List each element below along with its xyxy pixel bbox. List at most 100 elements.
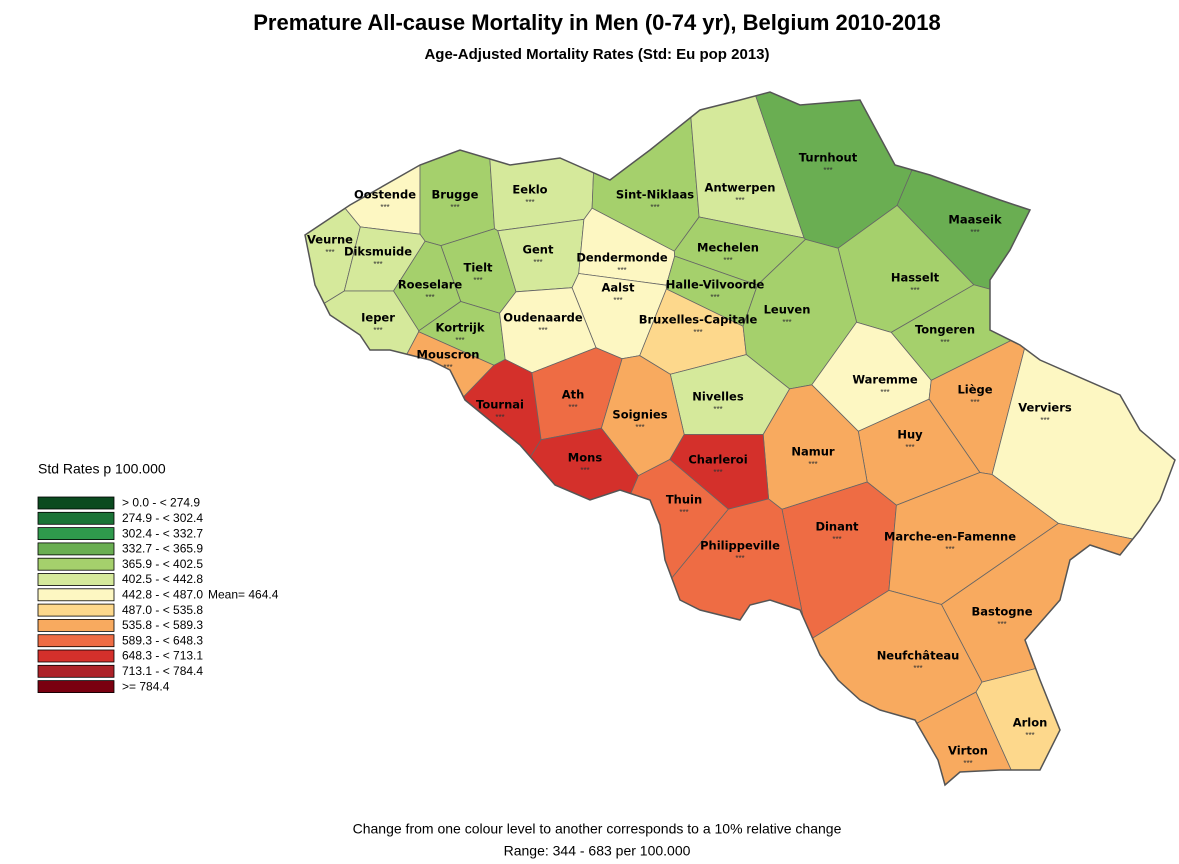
region-marker: *** xyxy=(963,759,972,768)
region-label: Veurne xyxy=(307,233,353,247)
legend-swatch xyxy=(37,542,115,556)
legend-swatch xyxy=(37,511,115,525)
region-label: Soignies xyxy=(612,408,667,422)
region-label: Philippeville xyxy=(700,539,780,553)
region-label: Waremme xyxy=(852,373,917,387)
region-marker: *** xyxy=(808,460,817,469)
region-label: Mechelen xyxy=(697,241,759,255)
region-marker: *** xyxy=(325,248,334,257)
region-label: Dendermonde xyxy=(576,251,668,265)
region-label: Marche-en-Famenne xyxy=(884,530,1016,544)
region-marker: *** xyxy=(450,203,459,212)
region-marker: *** xyxy=(970,398,979,407)
region-marker: *** xyxy=(710,293,719,302)
legend-label: 332.7 - < 365.9 xyxy=(122,542,203,556)
region-label: Maaseik xyxy=(948,213,1002,227)
legend-swatch xyxy=(37,573,115,586)
region-marker: *** xyxy=(713,468,722,477)
region-label: Huy xyxy=(897,428,923,442)
region-marker: *** xyxy=(970,228,979,237)
region-label: Hasselt xyxy=(891,271,940,285)
legend-swatch xyxy=(37,649,115,663)
region-marker: *** xyxy=(940,338,949,347)
region-marker: *** xyxy=(713,405,722,414)
region-marker: *** xyxy=(455,336,464,345)
region-label: Ieper xyxy=(361,311,395,325)
legend-title: Std Rates p 100.000 xyxy=(38,461,166,477)
region-marker: *** xyxy=(832,535,841,544)
legend-swatch xyxy=(37,680,115,693)
legend-mean: Mean= 464.4 xyxy=(208,587,279,601)
legend-label: 535.8 - < 589.3 xyxy=(122,618,203,632)
region-marker: *** xyxy=(533,258,542,267)
region-label: Bastogne xyxy=(972,605,1033,619)
region-marker: *** xyxy=(945,545,954,554)
legend-swatch xyxy=(37,619,115,632)
region-marker: *** xyxy=(1040,416,1049,425)
region-label: Mons xyxy=(568,451,603,465)
region-marker: *** xyxy=(880,388,889,397)
region-label: Ath xyxy=(562,388,585,402)
region-label: Charleroi xyxy=(688,453,747,467)
legend-swatch xyxy=(37,603,115,617)
region-marker: *** xyxy=(650,203,659,212)
legend-label: 442.8 - < 487.0 xyxy=(122,587,203,601)
region-label: Neufchâteau xyxy=(877,649,960,663)
region-marker: *** xyxy=(473,276,482,285)
region-marker: *** xyxy=(905,443,914,452)
legend-label: 589.3 - < 648.3 xyxy=(122,633,203,647)
region-marker: *** xyxy=(380,203,389,212)
legend-swatch xyxy=(37,527,115,540)
region-label: Verviers xyxy=(1018,401,1072,415)
region-label: Leuven xyxy=(764,303,811,317)
region-marker: *** xyxy=(580,466,589,475)
legend-label: 402.5 - < 442.8 xyxy=(122,572,203,586)
region-label: Roeselare xyxy=(398,278,463,292)
region-marker: *** xyxy=(525,198,534,207)
region-marker: *** xyxy=(373,326,382,335)
legend-label: 648.3 - < 713.1 xyxy=(122,649,203,663)
region-label: Oostende xyxy=(354,188,416,202)
region-marker: *** xyxy=(425,293,434,302)
region-label: Bruxelles-Capitale xyxy=(639,313,758,327)
footnote-range: Range: 344 - 683 per 100.000 xyxy=(504,843,691,859)
footnote: Change from one colour level to another … xyxy=(353,821,842,837)
region-label: Antwerpen xyxy=(705,181,776,195)
region-label: Diksmuide xyxy=(344,245,412,259)
region-marker: *** xyxy=(723,256,732,265)
legend-label: 713.1 - < 784.4 xyxy=(122,664,203,678)
region-marker: *** xyxy=(373,260,382,269)
region-marker: *** xyxy=(910,286,919,295)
legend-swatch xyxy=(37,496,115,510)
region-label: Arlon xyxy=(1013,716,1048,730)
region-marker: *** xyxy=(635,423,644,432)
region-label: Tongeren xyxy=(915,323,975,337)
legend-label: > 0.0 - < 274.9 xyxy=(122,496,200,510)
legend-label: >= 784.4 xyxy=(122,679,170,693)
region-labels: Oostende***Brugge***Eeklo***Sint-Niklaas… xyxy=(307,151,1072,769)
region-marker: *** xyxy=(823,166,832,175)
region-label: Dinant xyxy=(815,520,859,534)
region-marker: *** xyxy=(913,664,922,673)
region-marker: *** xyxy=(495,413,504,422)
region-label: Virton xyxy=(948,744,988,758)
region-marker: *** xyxy=(613,296,622,305)
legend-label: 487.0 - < 535.8 xyxy=(122,603,203,617)
region-label: Namur xyxy=(791,445,835,459)
country-outline xyxy=(304,91,1176,787)
region-marker: *** xyxy=(568,403,577,412)
region-label: Turnhout xyxy=(799,151,858,165)
region-marker: *** xyxy=(735,196,744,205)
legend-swatch xyxy=(37,664,115,678)
legend-swatch xyxy=(37,557,115,571)
region-marker: *** xyxy=(617,266,626,275)
region-marker: *** xyxy=(538,326,547,335)
region-marker: *** xyxy=(693,328,702,337)
legend-label: 274.9 - < 302.4 xyxy=(122,511,203,525)
region-label: Kortrijk xyxy=(436,321,485,335)
legend-swatch xyxy=(37,634,115,648)
region-marker: *** xyxy=(997,620,1006,629)
region-label: Brugge xyxy=(432,188,479,202)
